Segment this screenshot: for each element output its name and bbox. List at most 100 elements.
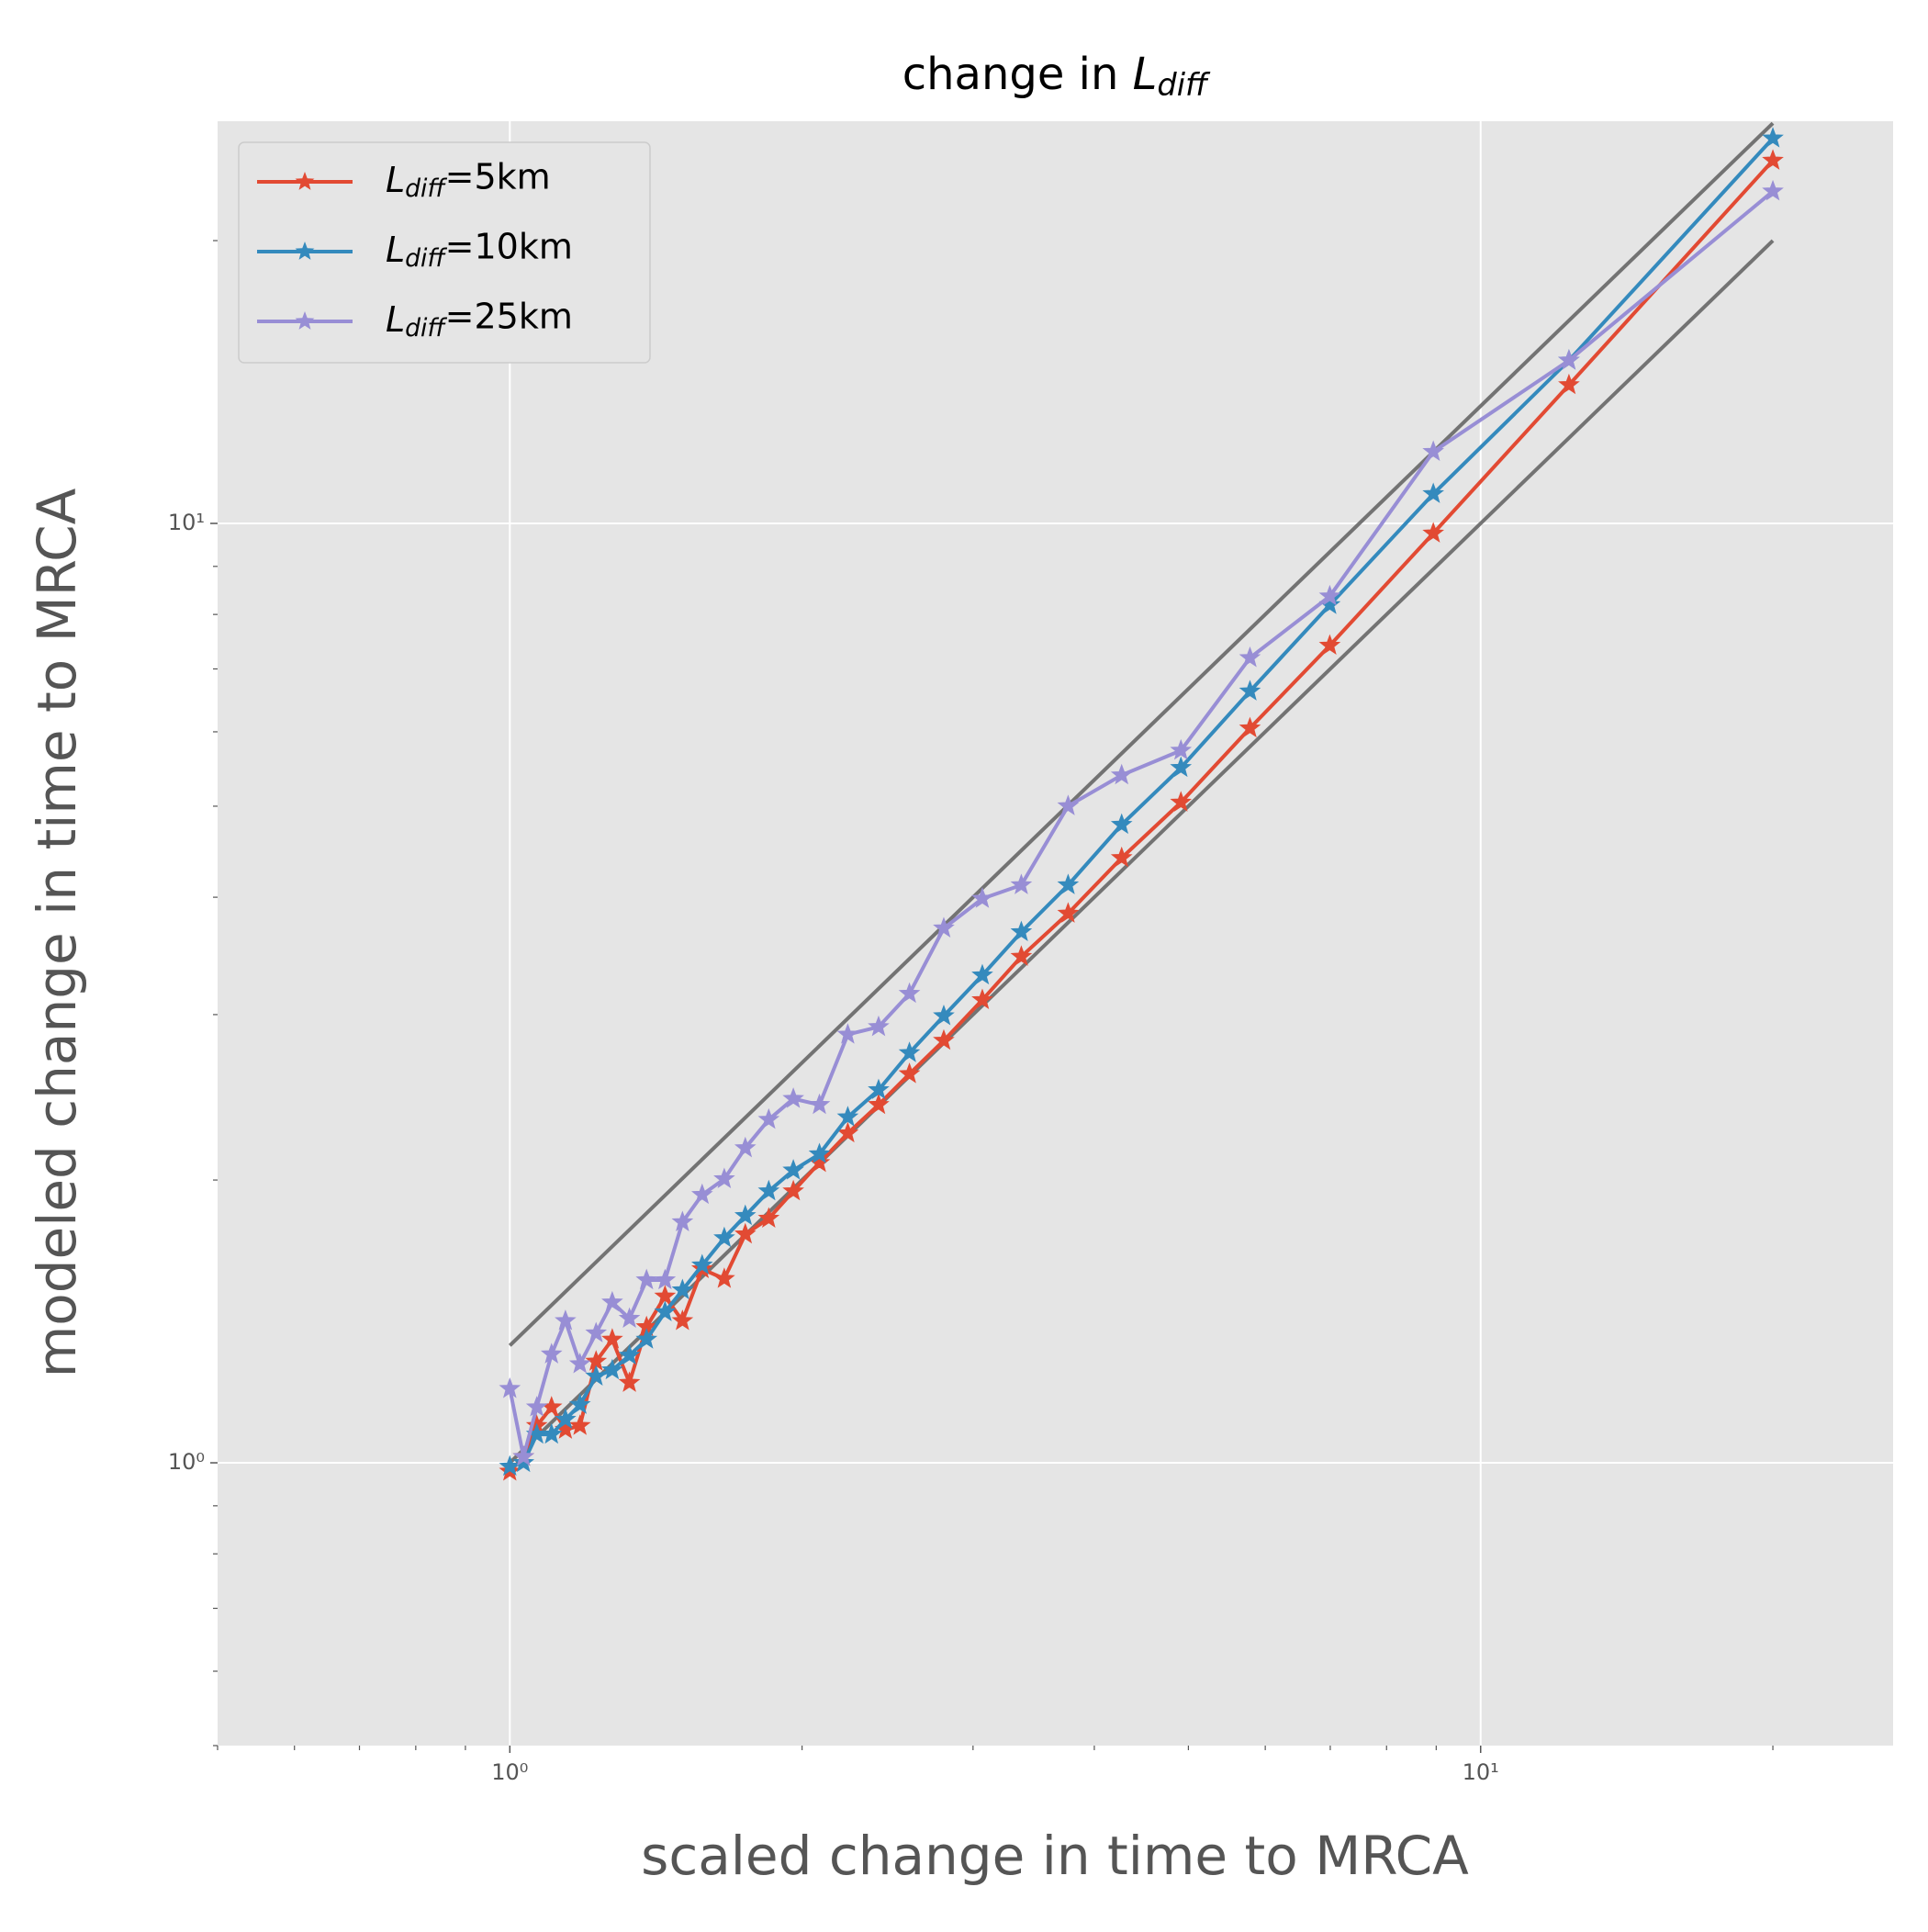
data-point: [898, 1062, 921, 1084]
data-point: [635, 1328, 658, 1349]
data-point: [971, 988, 993, 1009]
data-point: [713, 1267, 735, 1288]
data-point: [971, 963, 993, 985]
data-point: [585, 1321, 608, 1342]
data-point: [499, 1455, 521, 1477]
data-point: [734, 1222, 757, 1244]
series-group: [499, 179, 1784, 1466]
data-point: [512, 1451, 535, 1473]
data-point: [601, 1290, 623, 1312]
data-point: [1762, 179, 1784, 201]
chart-title: change in Ldiff​: [902, 49, 1211, 103]
legend-label: Ldiff​=25km: [386, 296, 573, 342]
data-point: [971, 887, 993, 908]
data-point: [1558, 349, 1580, 370]
data-point: [782, 1179, 804, 1201]
data-point: [568, 1414, 591, 1435]
data-point: [836, 1023, 859, 1044]
data-point: [1239, 646, 1261, 668]
x-axis-label: scaled change in time to MRCA: [641, 1825, 1469, 1887]
axes: 10⁰ 10¹ 10⁰ 10¹: [168, 240, 1774, 1785]
y-tick-label: 10¹: [168, 510, 205, 535]
data-point: [618, 1343, 641, 1365]
data-point: [690, 1253, 713, 1275]
data-point: [568, 1393, 591, 1414]
data-point: [585, 1365, 608, 1386]
x-tick-label: 10¹: [1463, 1759, 1499, 1785]
data-point: [933, 1028, 955, 1050]
data-point: [654, 1268, 677, 1290]
data-point: [601, 1358, 623, 1380]
data-point: [836, 1121, 859, 1143]
y-axis-label: modeled change in time to MRCA: [26, 488, 88, 1377]
data-point: [540, 1422, 563, 1444]
data-point: [782, 1087, 804, 1108]
data-point: [1422, 440, 1444, 462]
data-point: [898, 1041, 921, 1062]
data-point: [1010, 873, 1033, 894]
data-point: [836, 1106, 859, 1127]
data-point: [525, 1396, 548, 1417]
legend-marker: [295, 172, 315, 190]
data-point: [1057, 794, 1080, 815]
reference-line: [508, 121, 1775, 1347]
data-point: [512, 1444, 535, 1466]
data-point: [618, 1307, 641, 1329]
data-point: [671, 1309, 694, 1331]
data-point: [601, 1328, 623, 1349]
data-point: [898, 982, 921, 1004]
data-point: [1010, 920, 1033, 942]
data-point: [555, 1408, 577, 1429]
data-point: [568, 1353, 591, 1374]
data-point: [757, 1107, 780, 1129]
data-point: [1558, 373, 1580, 395]
data-point: [618, 1371, 641, 1392]
series: [499, 127, 1784, 1481]
data-point: [690, 1183, 713, 1205]
legend-marker: [295, 311, 315, 330]
data-point: [782, 1159, 804, 1180]
data-point: [1762, 149, 1784, 170]
data-point: [734, 1204, 757, 1226]
data-point: [671, 1278, 694, 1300]
series-line: [509, 137, 1775, 1468]
data-point: [555, 1309, 577, 1331]
data-point: [1110, 846, 1133, 868]
data-point: [635, 1268, 658, 1290]
x-tick-label: 10⁰: [491, 1759, 528, 1785]
data-point: [757, 1179, 780, 1201]
data-point: [713, 1226, 735, 1248]
data-point: [868, 1078, 890, 1100]
data-point: [713, 1167, 735, 1189]
legend-label: Ldiff​=10km: [386, 226, 573, 272]
data-point: [1110, 813, 1133, 835]
data-point: [671, 1210, 694, 1231]
data-point: [1318, 634, 1341, 656]
data-point: [1318, 584, 1341, 606]
data-point: [1057, 902, 1080, 923]
data-point: [1762, 127, 1784, 148]
data-point: [654, 1300, 677, 1321]
reference-line: [508, 239, 1775, 1465]
data-point: [757, 1207, 780, 1229]
y-tick-label: 10⁰: [168, 1449, 205, 1475]
data-point: [540, 1342, 563, 1364]
data-point: [1110, 763, 1133, 785]
data-point: [1422, 482, 1444, 503]
data-point: [808, 1093, 831, 1115]
data-point: [1239, 716, 1261, 738]
legend-box: [238, 141, 651, 364]
series-line: [508, 189, 1775, 1457]
data-point: [1057, 873, 1080, 894]
data-point: [734, 1136, 757, 1158]
data-point: [1170, 738, 1193, 760]
reference-lines: [508, 121, 1775, 1465]
data-point: [1422, 522, 1444, 543]
data-point: [654, 1285, 677, 1306]
data-point: [1239, 680, 1261, 701]
legend-label: Ldiff​=5km: [386, 156, 551, 202]
data-point: [808, 1142, 831, 1163]
data-point: [1010, 945, 1033, 966]
